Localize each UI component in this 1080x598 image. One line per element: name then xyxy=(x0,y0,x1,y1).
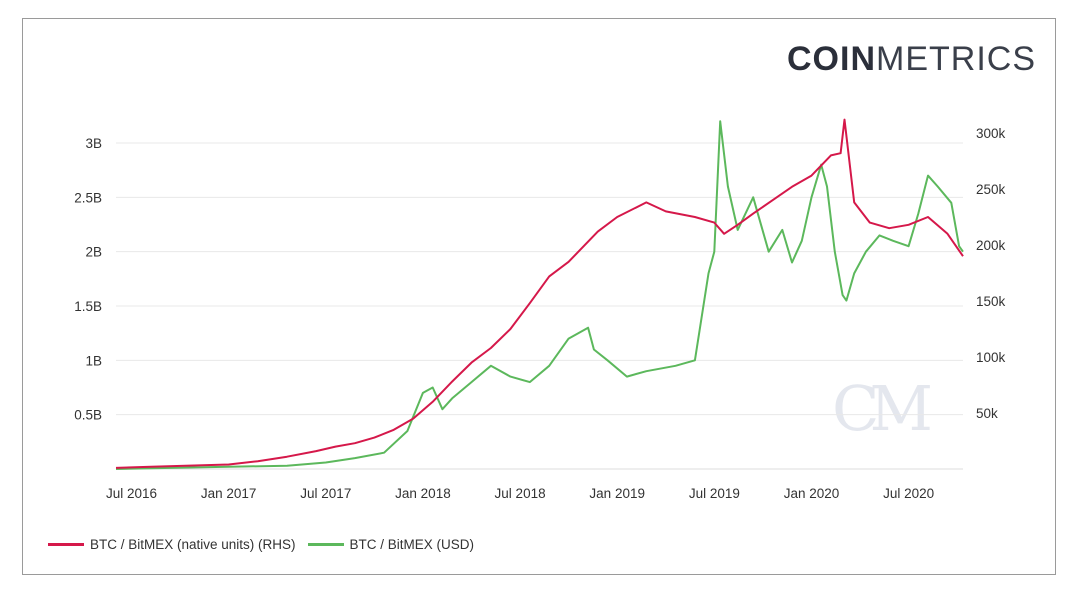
legend-item-usd[interactable]: BTC / BitMEX (USD) xyxy=(307,537,475,552)
x-tick-label-8: Jul 2020 xyxy=(883,486,934,501)
y-right-tick-label-4: 250k xyxy=(976,182,1006,197)
logo-bold-text: COIN xyxy=(787,40,876,78)
y-left-tick-label-3: 2B xyxy=(85,245,102,260)
coinmetrics-logo: COINMETRICS xyxy=(787,40,1036,79)
x-tick-label-0: Jul 2016 xyxy=(106,486,157,501)
legend-label-native: BTC / BitMEX (native units) (RHS) xyxy=(90,537,296,552)
legend-swatch-usd xyxy=(307,543,344,546)
y-right-tick-label-3: 200k xyxy=(976,238,1006,253)
series-line-usd xyxy=(115,120,964,470)
series-line-native xyxy=(115,118,964,469)
y-left-tick-label-0: 0.5B xyxy=(74,408,102,423)
y-left-tick-label-1: 1B xyxy=(85,353,102,368)
legend: BTC / BitMEX (native units) (RHS) BTC / … xyxy=(48,537,486,552)
legend-swatch-native xyxy=(48,543,84,546)
x-tick-label-1: Jan 2017 xyxy=(201,486,257,501)
y-right-tick-label-2: 150k xyxy=(976,294,1006,309)
y-left-tick-label-5: 3B xyxy=(85,136,102,151)
x-tick-label-5: Jan 2019 xyxy=(589,486,645,501)
y-right-tick-label-0: 50k xyxy=(976,406,998,421)
x-tick-label-7: Jan 2020 xyxy=(784,486,840,501)
y-right-tick-label-1: 100k xyxy=(976,350,1006,365)
y-left-tick-label-2: 1.5B xyxy=(74,299,102,314)
x-tick-label-3: Jan 2018 xyxy=(395,486,451,501)
x-tick-label-4: Jul 2018 xyxy=(495,486,546,501)
legend-label-usd: BTC / BitMEX (USD) xyxy=(349,537,475,552)
x-tick-label-6: Jul 2019 xyxy=(689,486,740,501)
cm-watermark: CM xyxy=(832,372,933,445)
y-left-tick-label-4: 2.5B xyxy=(74,190,102,205)
x-tick-label-2: Jul 2017 xyxy=(300,486,351,501)
logo-thin-text: METRICS xyxy=(876,40,1036,78)
legend-item-native[interactable]: BTC / BitMEX (native units) (RHS) xyxy=(48,537,296,552)
chart-frame xyxy=(22,18,1056,575)
y-right-tick-label-5: 300k xyxy=(976,126,1006,141)
